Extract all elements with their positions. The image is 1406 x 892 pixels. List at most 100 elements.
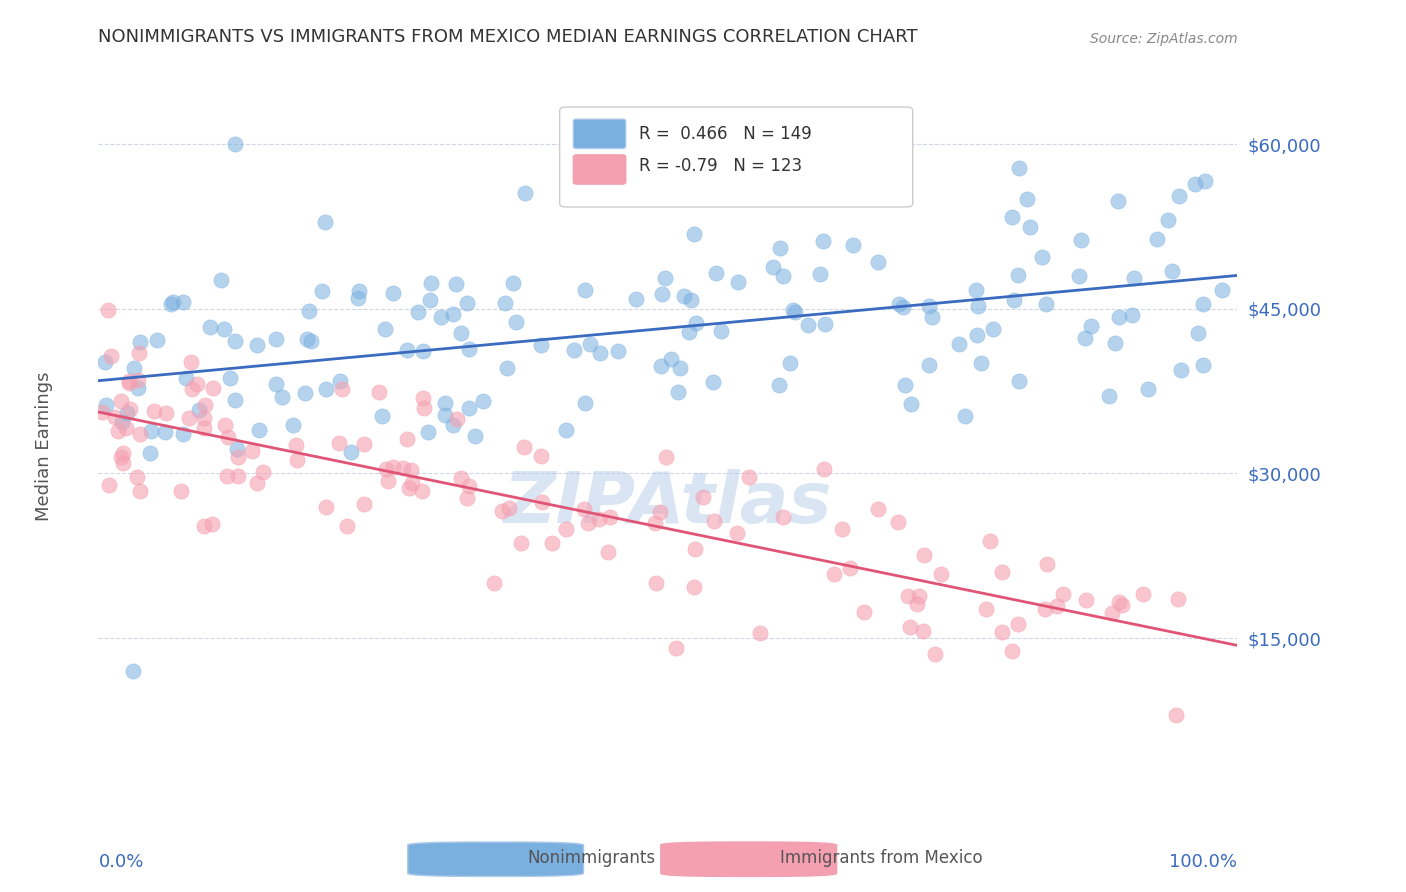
Nonimmigrants <box>918 358 941 372</box>
Nonimmigrants <box>347 285 370 299</box>
Immigrants from Mexico <box>555 522 578 536</box>
Immigrants from Mexico <box>194 398 217 412</box>
Nonimmigrants <box>198 320 221 334</box>
Nonimmigrants <box>129 335 152 350</box>
Nonimmigrants <box>450 326 472 340</box>
Nonimmigrants <box>1080 319 1102 334</box>
Nonimmigrants <box>574 283 596 297</box>
Nonimmigrants <box>893 301 915 315</box>
Immigrants from Mexico <box>683 580 706 594</box>
Nonimmigrants <box>441 417 464 432</box>
Immigrants from Mexico <box>576 516 599 530</box>
Nonimmigrants <box>1035 296 1057 310</box>
Immigrants from Mexico <box>572 501 595 516</box>
Immigrants from Mexico <box>110 393 132 408</box>
Nonimmigrants <box>685 316 707 330</box>
Nonimmigrants <box>562 343 585 357</box>
Nonimmigrants <box>669 360 692 375</box>
Nonimmigrants <box>554 423 576 437</box>
Immigrants from Mexico <box>382 459 405 474</box>
Nonimmigrants <box>1019 219 1042 234</box>
Nonimmigrants <box>146 334 169 348</box>
Immigrants from Mexico <box>456 491 478 505</box>
Immigrants from Mexico <box>104 410 127 425</box>
Nonimmigrants <box>1211 283 1233 297</box>
Nonimmigrants <box>574 395 596 409</box>
Immigrants from Mexico <box>541 536 564 550</box>
Nonimmigrants <box>1194 174 1216 188</box>
Nonimmigrants <box>706 266 728 280</box>
Nonimmigrants <box>1104 336 1126 351</box>
Immigrants from Mexico <box>703 514 725 528</box>
Nonimmigrants <box>782 302 804 317</box>
Immigrants from Mexico <box>974 601 997 615</box>
Immigrants from Mexico <box>1046 599 1069 613</box>
Nonimmigrants <box>172 427 194 442</box>
Nonimmigrants <box>340 444 363 458</box>
Nonimmigrants <box>917 299 939 313</box>
Nonimmigrants <box>212 321 235 335</box>
Nonimmigrants <box>589 346 612 360</box>
Nonimmigrants <box>471 393 494 408</box>
Immigrants from Mexico <box>1164 708 1187 723</box>
Nonimmigrants <box>779 356 801 370</box>
Nonimmigrants <box>1121 308 1143 322</box>
Immigrants from Mexico <box>823 567 845 582</box>
Immigrants from Mexico <box>129 426 152 441</box>
Immigrants from Mexico <box>127 373 149 387</box>
Nonimmigrants <box>117 406 139 420</box>
Nonimmigrants <box>457 401 479 415</box>
Nonimmigrants <box>347 291 370 305</box>
Nonimmigrants <box>297 333 319 347</box>
Nonimmigrants <box>970 355 993 369</box>
Nonimmigrants <box>298 303 321 318</box>
Nonimmigrants <box>981 322 1004 336</box>
Immigrants from Mexico <box>401 476 423 491</box>
Immigrants from Mexico <box>413 401 436 415</box>
Nonimmigrants <box>1146 232 1168 246</box>
Nonimmigrants <box>965 283 987 297</box>
Immigrants from Mexico <box>599 509 621 524</box>
Nonimmigrants <box>96 398 118 412</box>
Immigrants from Mexico <box>491 504 513 518</box>
Nonimmigrants <box>1137 382 1160 396</box>
Nonimmigrants <box>530 338 553 352</box>
Nonimmigrants <box>264 332 287 346</box>
Immigrants from Mexico <box>217 430 239 444</box>
Nonimmigrants <box>418 425 440 439</box>
Nonimmigrants <box>1161 264 1184 278</box>
Immigrants from Mexico <box>395 432 418 446</box>
Nonimmigrants <box>606 343 628 358</box>
Immigrants from Mexico <box>991 624 1014 639</box>
Immigrants from Mexico <box>252 465 274 479</box>
Nonimmigrants <box>456 295 478 310</box>
Nonimmigrants <box>446 277 468 292</box>
Nonimmigrants <box>122 360 145 375</box>
Immigrants from Mexico <box>655 450 678 465</box>
Nonimmigrants <box>311 284 333 298</box>
Nonimmigrants <box>219 371 242 385</box>
Immigrants from Mexico <box>725 526 748 541</box>
Nonimmigrants <box>1123 271 1146 285</box>
Immigrants from Mexico <box>217 469 239 483</box>
Nonimmigrants <box>1191 358 1213 372</box>
Nonimmigrants <box>727 275 749 289</box>
Immigrants from Mexico <box>482 575 505 590</box>
Immigrants from Mexico <box>912 548 935 562</box>
Immigrants from Mexico <box>200 517 222 532</box>
Immigrants from Mexico <box>749 625 772 640</box>
Immigrants from Mexico <box>328 436 350 450</box>
Immigrants from Mexico <box>118 401 141 416</box>
Nonimmigrants <box>141 424 163 438</box>
Nonimmigrants <box>505 314 527 328</box>
Text: R = -0.79   N = 123: R = -0.79 N = 123 <box>640 157 803 175</box>
Immigrants from Mexico <box>177 411 200 425</box>
Nonimmigrants <box>127 381 149 395</box>
Nonimmigrants <box>666 385 689 400</box>
Nonimmigrants <box>247 423 270 437</box>
Immigrants from Mexico <box>193 519 215 533</box>
Nonimmigrants <box>953 409 976 424</box>
Nonimmigrants <box>174 371 197 385</box>
Nonimmigrants <box>246 338 269 352</box>
Immigrants from Mexico <box>683 541 706 556</box>
